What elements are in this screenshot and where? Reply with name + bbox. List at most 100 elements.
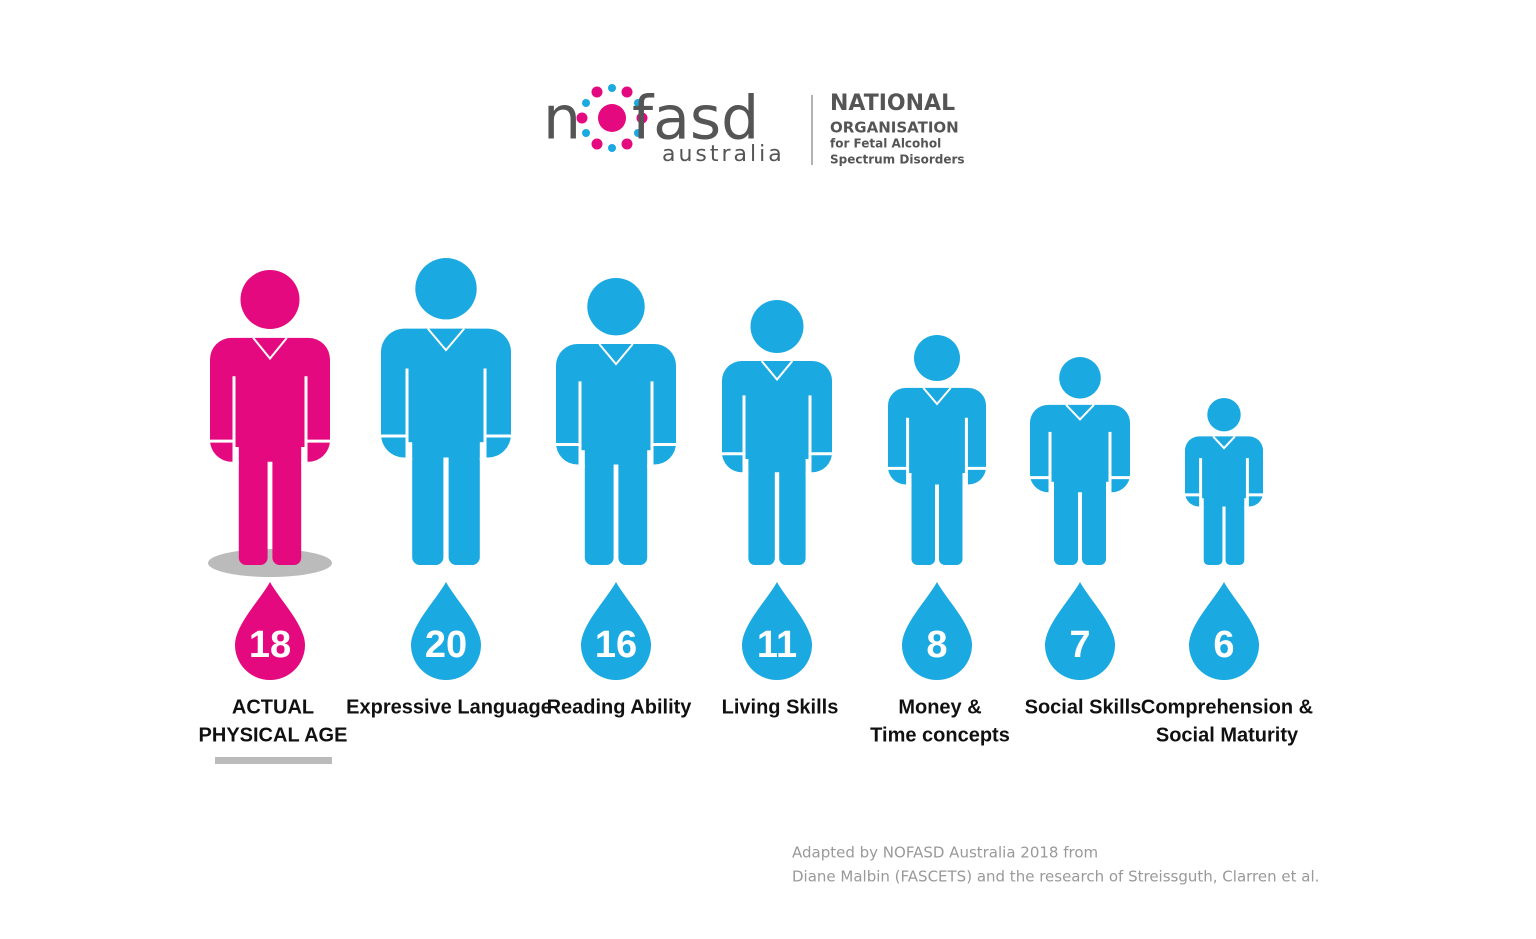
collar	[760, 360, 794, 382]
drop	[902, 582, 972, 680]
hip-gap	[1050, 481, 1054, 495]
logo-core	[598, 104, 626, 132]
head	[750, 300, 804, 353]
head	[1207, 398, 1241, 432]
hip-gap	[1106, 481, 1110, 495]
age: 16	[595, 624, 637, 666]
drop	[1189, 582, 1259, 680]
hip-gap	[907, 473, 912, 487]
age: 7	[1069, 624, 1090, 666]
figure: 16 Reading Ability	[547, 278, 693, 718]
brand-fasd: fasd	[632, 84, 759, 154]
hip-gap	[1244, 498, 1248, 509]
figure-label: Money &	[898, 696, 981, 718]
logo-dot	[591, 138, 603, 150]
figure: 11 Living Skills	[722, 300, 839, 718]
logo-dot	[591, 86, 603, 98]
org-line: NATIONAL	[830, 91, 955, 116]
logo: n fasd australia NATIONAL ORGANISATION f…	[543, 84, 965, 167]
drop	[411, 582, 481, 680]
figure-label: Living Skills	[722, 696, 839, 718]
leg	[1054, 481, 1078, 565]
logo-dot	[608, 144, 616, 152]
age: 11	[757, 624, 797, 666]
credit: Diane Malbin (FASCETS) and the research …	[792, 868, 1319, 886]
logo-dot	[582, 99, 591, 107]
logo-dot	[621, 86, 633, 98]
age: 8	[926, 624, 947, 666]
age: 6	[1213, 624, 1234, 666]
torso	[888, 387, 986, 485]
hip-gap	[580, 450, 585, 468]
logo-dots	[576, 84, 648, 152]
torso	[381, 328, 511, 458]
leg	[584, 450, 614, 565]
logo-dot	[576, 112, 588, 124]
hip-gap	[1200, 498, 1204, 509]
figure: 18 ACTUAL PHYSICAL AGE	[199, 270, 348, 746]
collar	[252, 337, 288, 361]
figure-label: Comprehension &	[1141, 696, 1313, 718]
leg	[1225, 498, 1245, 565]
leg	[1203, 498, 1223, 565]
drop	[581, 582, 651, 680]
figures: 18 ACTUAL PHYSICAL AGE 20 Expressive Languag…	[199, 258, 1313, 746]
credit: Adapted by NOFASD Australia 2018 from	[792, 844, 1098, 862]
logo-dot	[582, 129, 591, 137]
hip-gap	[805, 459, 810, 475]
head	[415, 258, 477, 320]
org-line: ORGANISATION	[830, 119, 959, 137]
figure-label: Time concepts	[870, 724, 1010, 746]
drop	[1045, 582, 1115, 680]
drop	[235, 582, 305, 680]
torso	[210, 337, 330, 462]
brand-n: n	[543, 84, 581, 154]
figure: 6 Comprehension & Social Maturity	[1141, 398, 1313, 746]
head	[1059, 357, 1101, 399]
logo-dot	[608, 84, 616, 92]
leg	[911, 473, 936, 565]
hip-gap	[744, 459, 749, 475]
hip-gap	[962, 473, 967, 487]
torso	[1185, 436, 1263, 507]
leg	[448, 442, 480, 565]
logo-dot	[633, 99, 642, 107]
brand-sub: australia	[662, 142, 785, 167]
collar	[922, 387, 952, 406]
figure-label: Social Skills	[1025, 696, 1142, 718]
collar	[1212, 435, 1236, 450]
torso	[1030, 404, 1130, 493]
age: 20	[425, 624, 467, 666]
figure-label: PHYSICAL AGE	[199, 724, 348, 746]
figure: 7 Social Skills	[1025, 357, 1142, 718]
age: 18	[249, 624, 291, 666]
figure-label: Expressive Language	[346, 696, 552, 718]
leg	[938, 473, 963, 565]
head	[914, 335, 960, 381]
leg	[618, 450, 648, 565]
figure-label: Reading Ability	[547, 696, 693, 718]
logo-dot	[633, 129, 642, 137]
torso	[556, 344, 676, 465]
figure: 20 Expressive Language	[346, 258, 552, 718]
leg	[1082, 481, 1106, 565]
logo-dot	[636, 112, 648, 124]
torso	[722, 360, 832, 473]
leg	[272, 447, 302, 565]
hip-gap	[647, 450, 652, 468]
collar	[427, 327, 465, 352]
org-line: Spectrum Disorders	[830, 153, 965, 167]
hip-gap	[301, 447, 306, 465]
drop	[742, 582, 812, 680]
collar	[1065, 404, 1095, 421]
hip-gap	[407, 442, 413, 461]
leg	[748, 459, 775, 565]
head	[240, 270, 300, 329]
logo-dot	[621, 138, 633, 150]
leg	[412, 442, 444, 565]
figure-label: ACTUAL	[232, 696, 314, 718]
underline	[215, 757, 332, 764]
hip-gap	[479, 442, 485, 461]
org-line: for Fetal Alcohol	[830, 137, 941, 151]
